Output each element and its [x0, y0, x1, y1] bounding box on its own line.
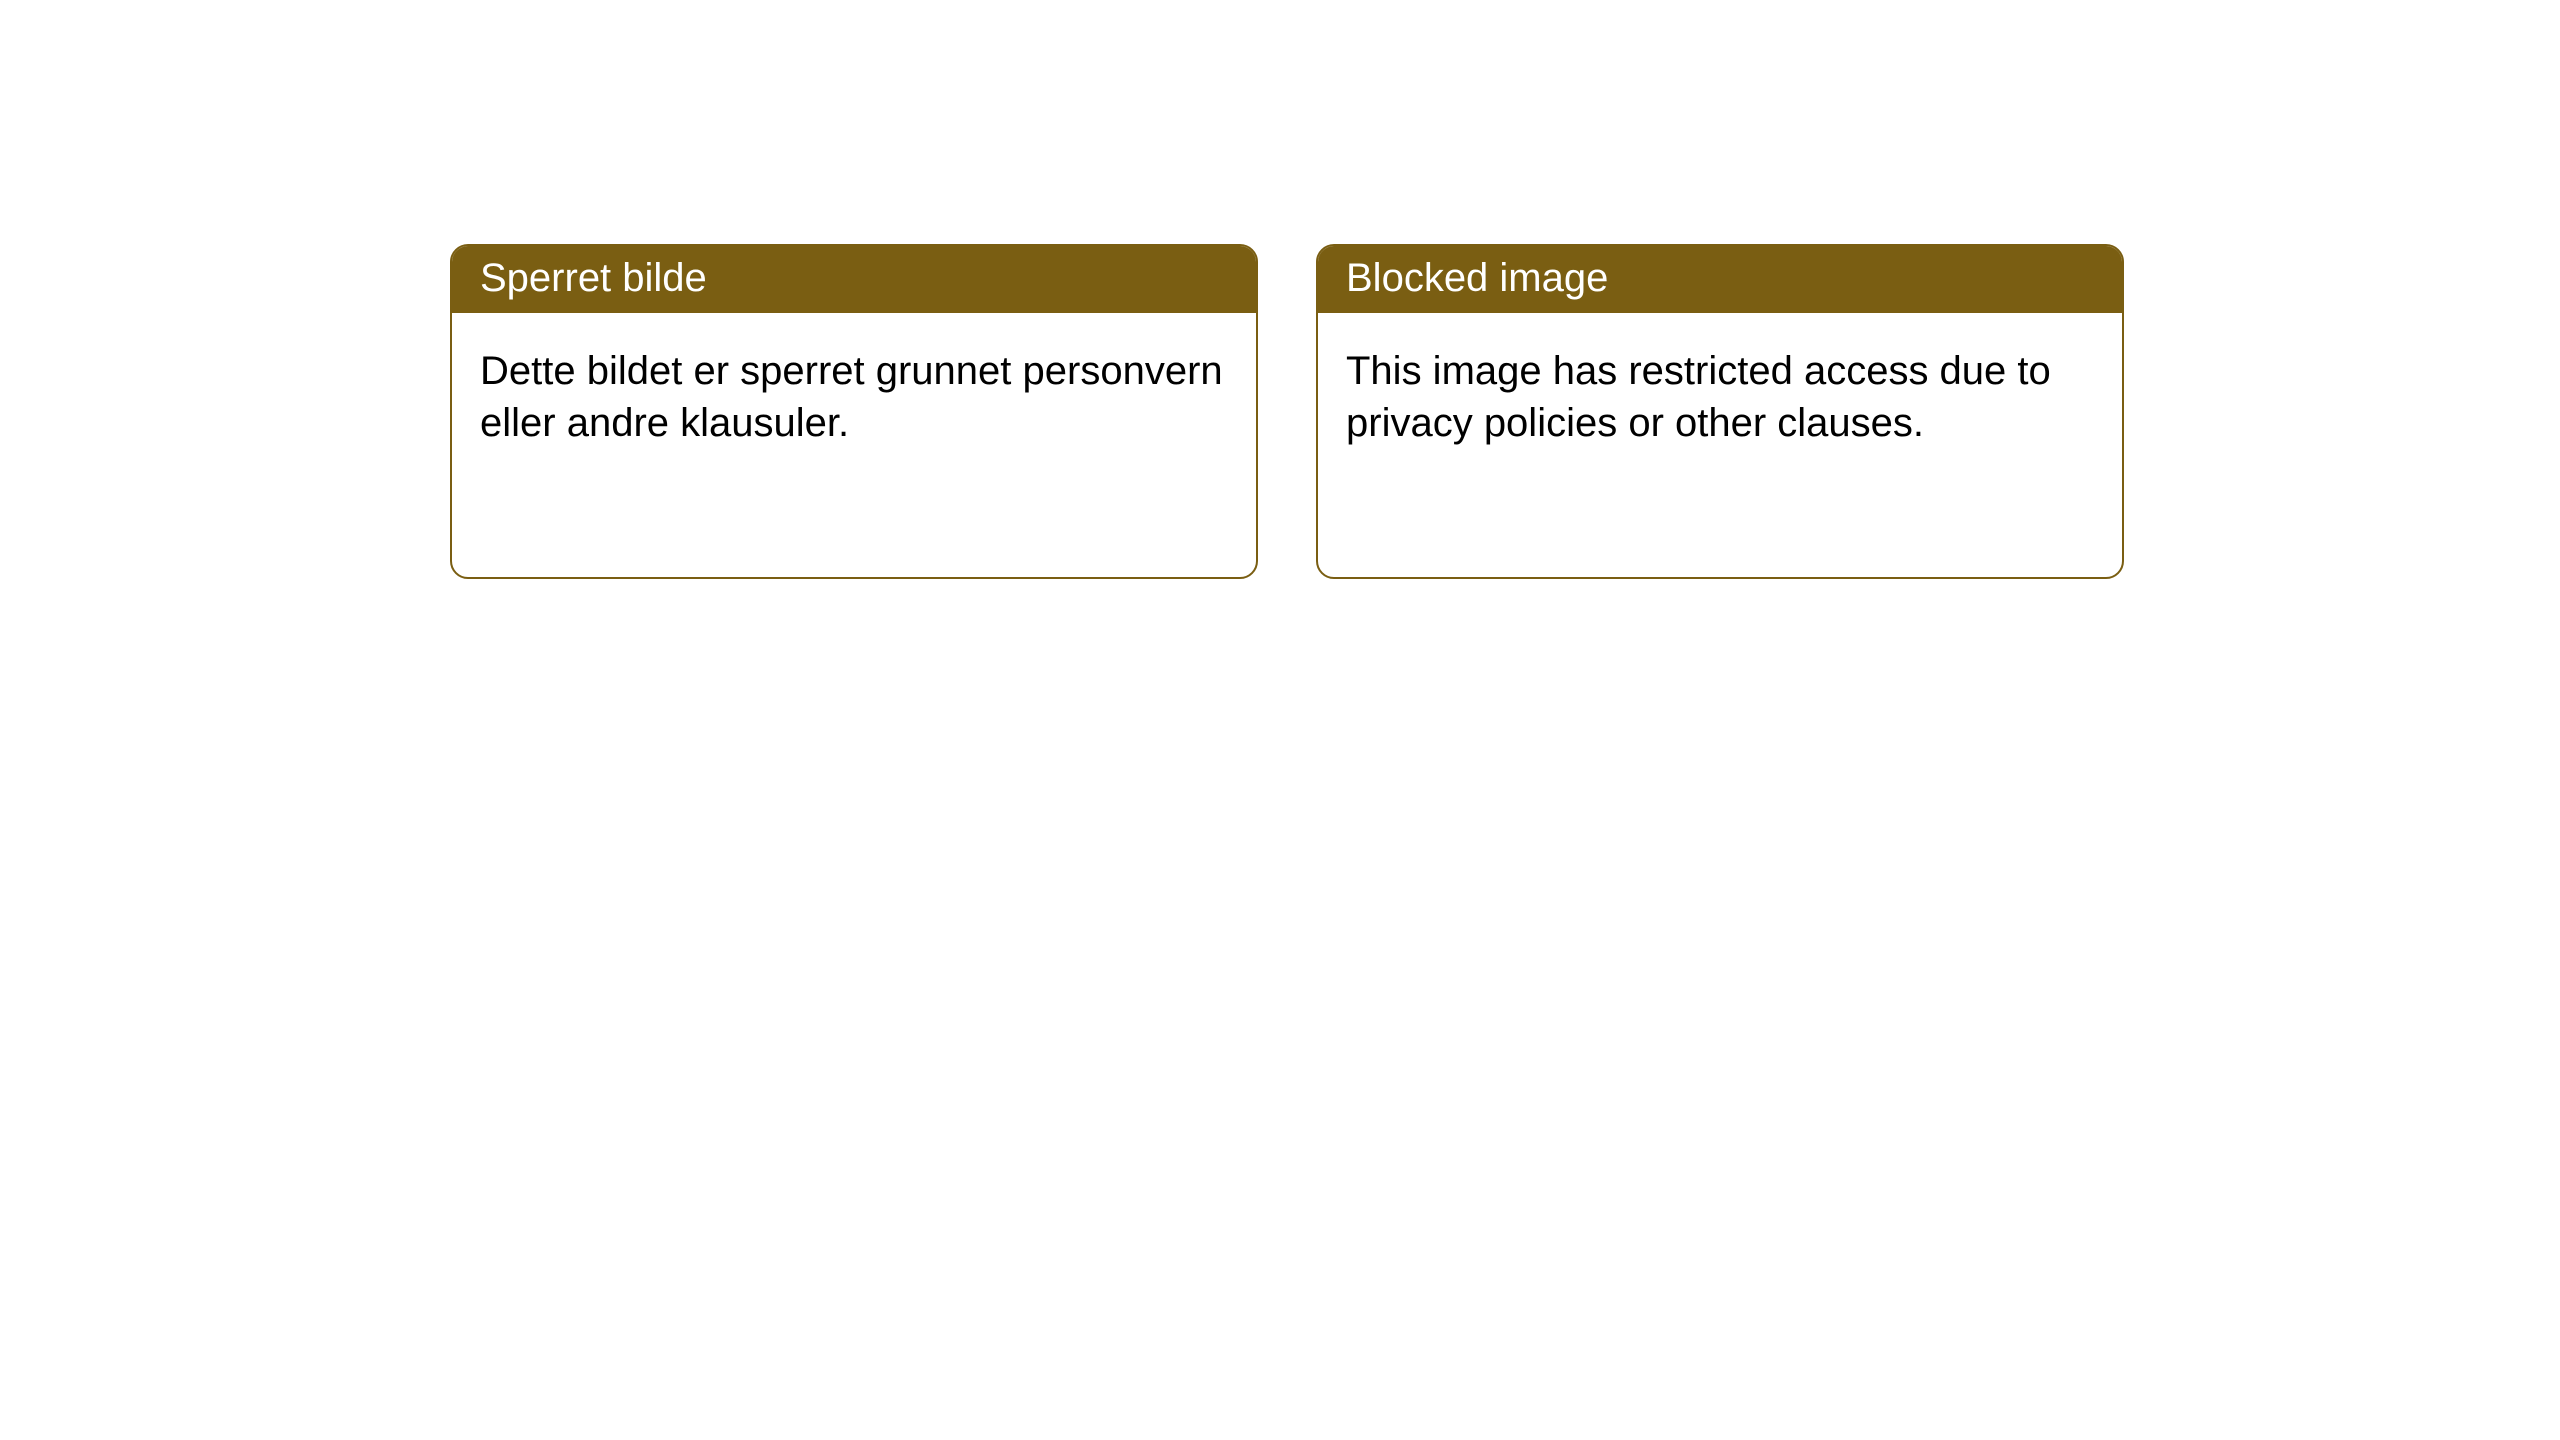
card-body-en: This image has restricted access due to … — [1318, 313, 2122, 481]
card-title-en: Blocked image — [1346, 256, 1608, 300]
card-message-no: Dette bildet er sperret grunnet personve… — [480, 349, 1223, 445]
blocked-image-card-no: Sperret bilde Dette bildet er sperret gr… — [450, 244, 1258, 579]
card-header-no: Sperret bilde — [452, 246, 1256, 313]
notice-container: Sperret bilde Dette bildet er sperret gr… — [0, 0, 2560, 579]
card-body-no: Dette bildet er sperret grunnet personve… — [452, 313, 1256, 481]
card-header-en: Blocked image — [1318, 246, 2122, 313]
blocked-image-card-en: Blocked image This image has restricted … — [1316, 244, 2124, 579]
card-message-en: This image has restricted access due to … — [1346, 349, 2051, 445]
card-title-no: Sperret bilde — [480, 256, 707, 300]
